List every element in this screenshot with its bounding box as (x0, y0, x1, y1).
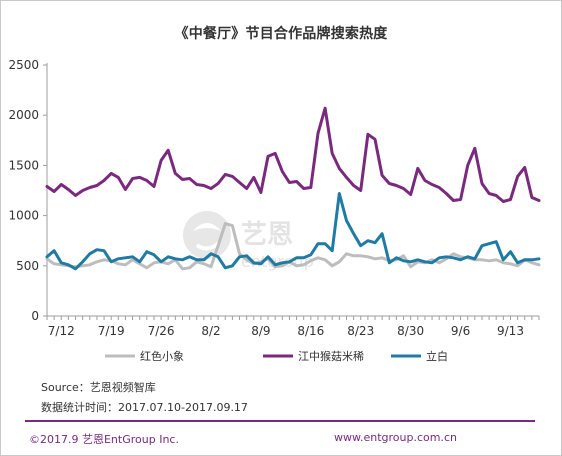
x-tick-label: 7/19 (98, 324, 125, 338)
line-chart: 0 500 1000 1500 2000 2500 7/12 7/19 7/26 8/2 8/9 8/… (8, 58, 541, 363)
x-tick-label: 8/23 (347, 324, 374, 338)
legend-label-3: 立白 (426, 349, 448, 363)
legend-label-1: 红色小象 (140, 349, 184, 363)
y-tick-label: 1000 (8, 209, 39, 223)
y-tick-label: 2000 (8, 108, 39, 122)
axes-layer: 0 500 1000 1500 2000 2500 7/12 7/19 7/26 8/2 8/9 8/… (8, 58, 540, 338)
y-tick-label: 0 (31, 309, 39, 323)
x-tick-label: 8/2 (201, 324, 220, 338)
series-layer (45, 106, 541, 271)
x-tick-label: 7/26 (148, 324, 175, 338)
x-tick-label: 8/9 (251, 324, 270, 338)
chart-title: 《中餐厅》节目合作品牌搜索热度 (174, 26, 388, 42)
footer-divider (25, 420, 535, 422)
series-line-1 (45, 222, 541, 271)
y-tick-label: 2500 (8, 58, 39, 72)
legend: 红色小象 江中猴菇米稀 立白 (105, 349, 448, 363)
x-tick-label: 8/16 (297, 324, 324, 338)
x-tick-label: 9/13 (497, 324, 524, 338)
y-tick-label: 1500 (8, 158, 39, 172)
x-tick-label: 9/6 (451, 324, 470, 338)
x-tick-label: 7/12 (48, 324, 75, 338)
series-line-3 (45, 192, 541, 271)
y-tick-label: 500 (16, 259, 39, 273)
legend-label-2: 江中猴菇米稀 (298, 349, 364, 363)
source-note: Source：艺恩视频智库 (41, 381, 156, 394)
website-link[interactable]: www.entgroup.com.cn (334, 431, 457, 444)
copyright-text: ©2017.9 艺恩EntGroup Inc. (29, 433, 179, 446)
watermark-cn-text: 艺恩 (241, 220, 293, 250)
data-period-note: 数据统计时间：2017.07.10-2017.09.17 (41, 401, 248, 414)
x-tick-label: 8/30 (397, 324, 424, 338)
series-line-2 (45, 106, 541, 203)
